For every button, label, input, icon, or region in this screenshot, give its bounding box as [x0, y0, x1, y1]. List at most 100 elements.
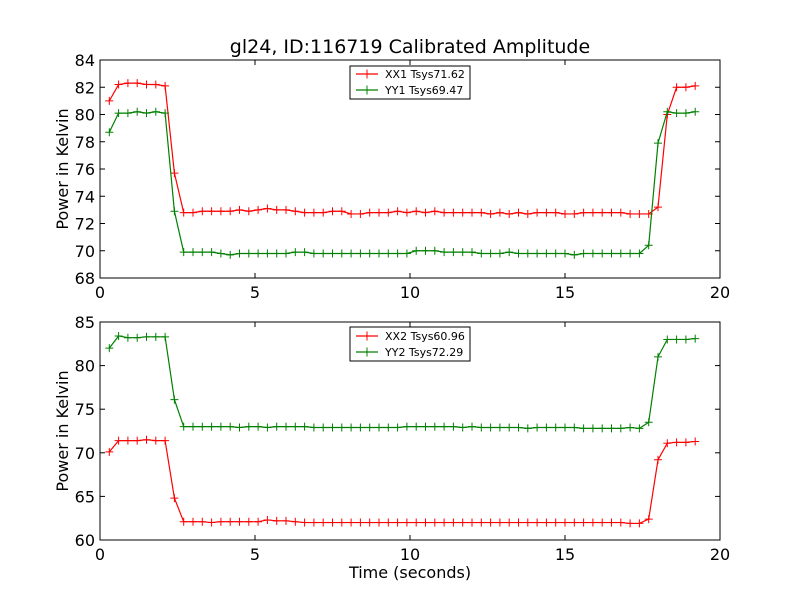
subplot-top-legend-box — [349, 65, 471, 100]
data-point-yy1 — [654, 139, 662, 148]
data-point-xx2 — [644, 515, 653, 524]
data-point-xx1 — [672, 83, 681, 92]
series-line-yy1 — [108, 111, 696, 256]
data-point-yy2 — [542, 423, 551, 432]
data-point-yy1 — [402, 249, 411, 258]
bottom-xtick-label: 0 — [95, 545, 105, 564]
data-point-xx2 — [505, 518, 514, 527]
bottom-ytick-label: 80 — [75, 357, 95, 376]
data-point-yy1 — [226, 250, 235, 259]
data-point-yy1 — [607, 249, 616, 258]
legend-label-xx1: XX1 Tsys71.62 — [385, 68, 465, 81]
data-point-yy2 — [309, 423, 318, 432]
data-point-yy2 — [616, 424, 625, 433]
data-point-yy2 — [523, 424, 532, 433]
data-point-xx2 — [226, 517, 235, 526]
data-point-xx1 — [291, 207, 300, 216]
data-point-xx1 — [328, 207, 337, 216]
series-line-yy2 — [108, 335, 696, 429]
data-point-xx1 — [551, 208, 560, 217]
data-point-yy1 — [533, 249, 542, 258]
data-point-yy2 — [579, 424, 588, 433]
data-point-xx2 — [402, 518, 411, 527]
data-point-yy2 — [421, 422, 430, 431]
data-point-yy2 — [365, 423, 374, 432]
data-point-yy2 — [114, 331, 123, 340]
legend-marker-xx1 — [362, 69, 372, 79]
data-point-xx2 — [244, 517, 253, 526]
data-point-yy2 — [440, 422, 449, 431]
data-point-xx1 — [170, 169, 179, 178]
data-point-xx1 — [598, 208, 607, 217]
data-point-yy1 — [263, 249, 272, 258]
data-point-yy1 — [356, 249, 365, 258]
data-point-xx2 — [170, 494, 179, 503]
data-point-xx1 — [440, 208, 449, 217]
data-point-xx1 — [123, 79, 132, 88]
data-point-yy1 — [300, 248, 309, 257]
data-point-yy2 — [161, 332, 170, 341]
series-line-xx1 — [108, 82, 696, 215]
data-point-xx2 — [337, 518, 346, 527]
bottom-ytick-label: 70 — [75, 444, 95, 463]
data-point-xx1 — [161, 81, 170, 90]
bottom-xtick-label: 20 — [710, 545, 730, 564]
data-point-xx2 — [189, 517, 197, 526]
data-point-yy1 — [254, 249, 263, 258]
data-point-yy1 — [542, 249, 551, 258]
data-point-xx2 — [235, 517, 244, 526]
data-point-xx1 — [523, 209, 532, 218]
top-ytick-label: 76 — [75, 160, 95, 179]
data-point-xx1 — [635, 209, 644, 218]
data-point-xx1 — [412, 207, 421, 216]
data-point-xx2 — [672, 438, 681, 447]
data-point-yy1 — [616, 249, 625, 258]
legend-entry-yy2: YY2 Tsys72.29 — [356, 346, 463, 359]
data-point-xx2 — [328, 518, 337, 527]
data-point-yy2 — [375, 423, 383, 432]
top-ytick-label: 74 — [75, 187, 95, 206]
subplot-bottom-series — [105, 331, 700, 528]
data-point-xx1 — [244, 207, 253, 216]
data-point-xx1 — [514, 208, 523, 217]
data-point-yy2 — [189, 422, 197, 431]
data-point-xx1 — [337, 207, 346, 216]
data-point-xx1 — [254, 205, 263, 214]
data-point-xx2 — [384, 518, 393, 527]
data-point-xx1 — [356, 209, 365, 218]
data-point-yy1 — [486, 249, 495, 258]
data-point-xx2 — [449, 518, 458, 527]
data-point-yy1 — [151, 107, 160, 116]
data-point-yy2 — [412, 422, 421, 431]
data-point-xx2 — [626, 519, 635, 528]
data-point-yy1 — [495, 249, 504, 258]
data-point-yy1 — [561, 249, 569, 258]
data-point-yy2 — [588, 424, 597, 433]
legend-label-yy2: YY2 Tsys72.29 — [384, 346, 463, 359]
data-point-yy2 — [170, 395, 179, 404]
data-point-xx2 — [477, 518, 486, 527]
data-point-yy1 — [477, 249, 486, 258]
data-point-xx2 — [607, 518, 616, 527]
subplot-bottom-xlabel: Time (seconds) — [348, 563, 471, 582]
legend-entry-xx1: XX1 Tsys71.62 — [356, 68, 465, 81]
data-point-xx2 — [393, 518, 402, 527]
data-point-xx2 — [440, 518, 449, 527]
data-point-xx1 — [142, 80, 151, 89]
data-point-yy1 — [198, 248, 207, 257]
data-point-yy1 — [328, 249, 337, 258]
data-point-yy2 — [328, 423, 337, 432]
data-point-yy2 — [449, 422, 458, 431]
data-point-yy1 — [523, 249, 532, 258]
data-point-yy1 — [319, 249, 328, 258]
data-point-yy2 — [663, 335, 672, 344]
data-point-yy2 — [468, 422, 476, 431]
data-point-yy1 — [244, 249, 253, 258]
data-point-yy2 — [607, 424, 616, 433]
data-point-yy2 — [356, 423, 365, 432]
data-point-yy1 — [365, 249, 374, 258]
data-point-xx2 — [570, 518, 579, 527]
data-point-xx1 — [542, 208, 551, 217]
top-ytick-label: 68 — [75, 269, 95, 288]
data-point-yy1 — [114, 109, 123, 118]
